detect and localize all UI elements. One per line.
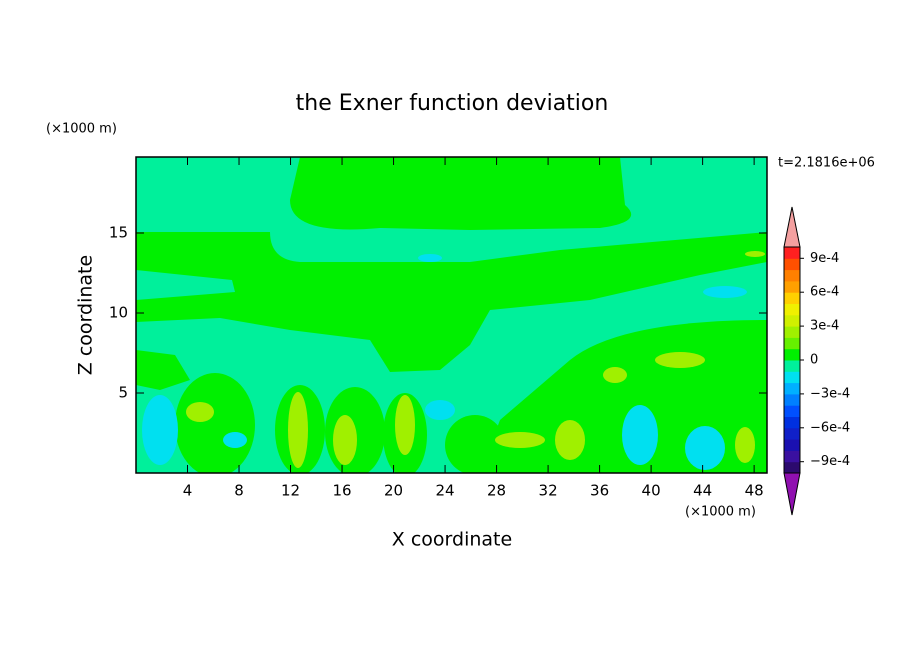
colorbar-band bbox=[784, 393, 800, 406]
x-tick-label: 44 bbox=[693, 482, 712, 500]
colorbar-band bbox=[784, 382, 800, 395]
colorbar-over bbox=[783, 206, 801, 248]
colorbar-band bbox=[784, 280, 800, 293]
chart-title: the Exner function deviation bbox=[296, 91, 609, 116]
colorbar-band bbox=[784, 258, 800, 271]
colorbar-band bbox=[784, 292, 800, 304]
colorbar-band bbox=[784, 269, 800, 282]
colorbar-band bbox=[784, 405, 800, 417]
colorbar-band bbox=[784, 314, 800, 327]
colorbar-band bbox=[784, 348, 800, 361]
y-axis-label: Z coordinate bbox=[75, 255, 97, 375]
colorbar-band bbox=[784, 416, 800, 429]
y-tick-label: 10 bbox=[109, 304, 128, 322]
colorbar-band bbox=[784, 303, 800, 316]
colorbar-under bbox=[783, 472, 801, 516]
x-tick-label: 32 bbox=[539, 482, 558, 500]
x-axis-label: X coordinate bbox=[392, 529, 512, 551]
colorbar-band bbox=[784, 439, 800, 451]
x-tick-label: 16 bbox=[332, 482, 351, 500]
contour-field bbox=[136, 157, 767, 473]
colorbar-tick-label: −6e-4 bbox=[810, 420, 850, 435]
x-tick-label: 8 bbox=[234, 482, 244, 500]
x-tick-label: 28 bbox=[487, 482, 506, 500]
x-tick-label: 20 bbox=[384, 482, 403, 500]
x-tick-label: 40 bbox=[642, 482, 661, 500]
colorbar-tick-label: 0 bbox=[810, 353, 818, 368]
colorbar-band bbox=[784, 450, 800, 463]
plot-frame bbox=[135, 156, 768, 474]
colorbar-tick-label: −3e-4 bbox=[810, 386, 850, 401]
x-unit: (×1000 m) bbox=[685, 505, 756, 520]
y-tick-label: 5 bbox=[118, 384, 128, 402]
x-tick-label: 36 bbox=[590, 482, 609, 500]
x-tick-label: 4 bbox=[183, 482, 193, 500]
y-tick-label: 15 bbox=[109, 224, 128, 242]
x-tick-label: 12 bbox=[281, 482, 300, 500]
annotation: t=2.1816e+06 bbox=[778, 156, 875, 171]
colorbar-band bbox=[784, 427, 800, 440]
colorbar-band bbox=[784, 326, 800, 338]
colorbar-tick-label: 6e-4 bbox=[810, 285, 839, 300]
colorbar-band bbox=[784, 461, 800, 474]
y-unit: (×1000 m) bbox=[46, 122, 117, 137]
colorbar-band bbox=[784, 247, 800, 259]
colorbar-tick-label: 3e-4 bbox=[810, 319, 839, 334]
colorbar-tick-label: −9e-4 bbox=[810, 454, 850, 469]
colorbar-tick-label: 9e-4 bbox=[810, 251, 839, 266]
x-tick-label: 24 bbox=[436, 482, 455, 500]
colorbar-band bbox=[784, 371, 800, 384]
x-tick-label: 48 bbox=[745, 482, 764, 500]
colorbar-band bbox=[784, 337, 800, 350]
colorbar-band bbox=[784, 360, 800, 372]
